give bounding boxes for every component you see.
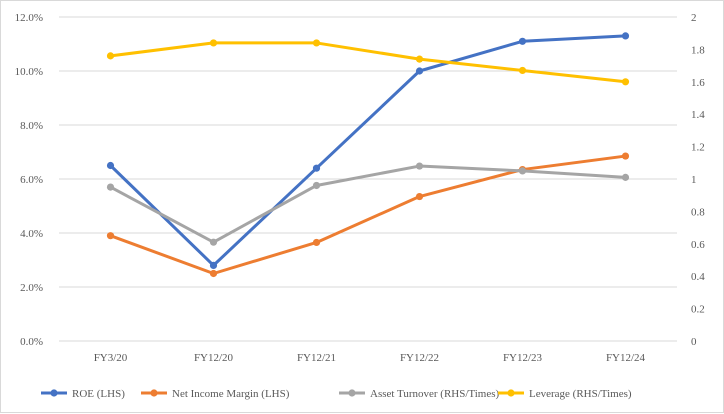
left-axis-tick-label: 2.0% — [20, 282, 43, 294]
legend-label: Net Income Margin (LHS) — [172, 388, 290, 400]
right-axis-tick-label: 0.8 — [691, 206, 705, 218]
data-point — [621, 152, 630, 160]
data-point — [415, 192, 424, 201]
data-point — [621, 78, 630, 86]
data-point — [106, 232, 115, 240]
right-axis-tick-label: 1.4 — [691, 109, 705, 121]
legend-marker — [348, 389, 356, 397]
data-point — [621, 173, 630, 181]
data-point — [209, 238, 218, 246]
data-point — [209, 39, 218, 47]
left-axis-tick-label: 0.0% — [20, 336, 43, 348]
series-1 — [106, 32, 630, 269]
data-point — [209, 261, 218, 269]
data-point — [106, 183, 115, 191]
legend-label: ROE (LHS) — [72, 388, 125, 400]
right-axis-tick-label: 1.6 — [691, 77, 705, 89]
data-point — [621, 32, 630, 40]
series-2 — [106, 152, 630, 278]
left-axis-tick-label: 10.0% — [15, 66, 43, 78]
data-point — [312, 164, 321, 172]
data-point — [415, 55, 424, 63]
series-4 — [106, 39, 630, 86]
legend-label: Asset Turnover (RHS/Times) — [370, 388, 500, 400]
data-point — [415, 162, 424, 170]
right-axis-tick-label: 0.6 — [691, 239, 705, 251]
right-axis-tick-label: 1.8 — [691, 44, 705, 56]
right-axis-tick-label: 0.2 — [691, 304, 705, 316]
data-point — [312, 181, 321, 190]
series-3 — [106, 162, 630, 246]
left-axis-tick-label: 4.0% — [20, 228, 43, 240]
x-axis-tick-label: FY12/23 — [503, 352, 543, 364]
x-axis-tick-label: FY12/22 — [400, 352, 439, 364]
series-line — [109, 34, 627, 267]
right-axis-tick-label: 2 — [691, 12, 697, 24]
data-point — [518, 37, 527, 45]
left-axis-tick-label: 8.0% — [20, 120, 43, 132]
data-point — [312, 39, 321, 47]
right-axis-tick-label: 1.2 — [691, 142, 705, 154]
x-axis-tick-label: FY12/20 — [194, 352, 234, 364]
legend-item: ROE (LHS) — [41, 388, 125, 400]
data-point — [106, 52, 115, 60]
data-point — [209, 269, 218, 278]
legend-marker — [50, 389, 58, 397]
data-point — [518, 167, 527, 175]
data-point — [415, 67, 424, 75]
legend-marker — [507, 389, 515, 397]
left-axis-tick-label: 12.0% — [15, 12, 43, 24]
series-line — [109, 164, 627, 244]
legend-marker — [150, 389, 158, 397]
series-line — [109, 154, 627, 275]
legend-item: Asset Turnover (RHS/Times) — [339, 388, 500, 400]
data-point — [518, 66, 527, 75]
series-line — [109, 41, 627, 84]
legend-label: Leverage (RHS/Times) — [529, 388, 632, 400]
right-axis-tick-label: 0 — [691, 336, 697, 348]
x-axis-tick-label: FY12/24 — [606, 352, 646, 364]
data-point — [106, 161, 115, 170]
right-axis-tick-label: 1 — [691, 174, 697, 186]
x-axis-tick-label: FY3/20 — [94, 352, 128, 364]
left-axis-tick-label: 6.0% — [20, 174, 43, 186]
x-axis-tick-label: FY12/21 — [297, 352, 336, 364]
right-axis-tick-label: 0.4 — [691, 271, 705, 283]
legend-item: Net Income Margin (LHS) — [141, 388, 290, 400]
legend-item: Leverage (RHS/Times) — [498, 388, 632, 400]
data-point — [312, 238, 321, 247]
